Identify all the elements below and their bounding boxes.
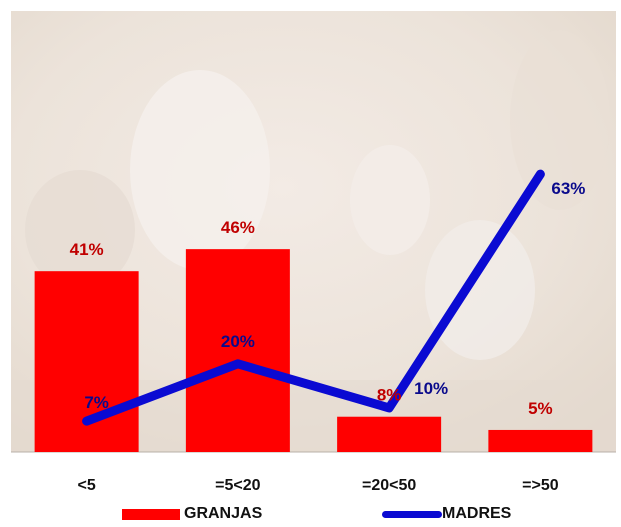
x-tick-label-0: <5 (78, 477, 96, 494)
bar-granjas-2 (337, 416, 442, 452)
bar-data-label-1: 46% (221, 218, 255, 237)
plot-background (11, 11, 616, 452)
line-data-label-3: 63% (551, 179, 585, 198)
x-tick-label-1: =5<20 (215, 477, 260, 494)
line-madres (82, 169, 545, 426)
legend-label-granjas: GRANJAS (184, 505, 263, 522)
legend-swatch-granjas (122, 508, 180, 520)
point-madres-0 (84, 419, 89, 424)
line-data-label-1: 20% (221, 332, 255, 351)
bar-data-label-2: 8% (377, 386, 402, 405)
line-data-label-0: 7% (84, 393, 109, 412)
x-tick-label-2: =20<50 (362, 477, 416, 494)
legend-granjas: GRANJAS (122, 504, 262, 524)
point-madres-3 (538, 172, 543, 177)
bar-granjas-1 (185, 249, 290, 452)
legend-madres: MADRES (382, 504, 511, 524)
bar-data-label-0: 41% (70, 240, 104, 259)
point-madres-2 (387, 405, 392, 410)
legend-swatch-madres (382, 510, 442, 518)
line-data-label-2: 10% (414, 379, 448, 398)
point-madres-1 (235, 361, 240, 366)
legend-label-madres: MADRES (442, 505, 512, 522)
bar-granjas-3 (488, 429, 593, 452)
x-tick-label-3: =>50 (522, 477, 559, 494)
bar-data-label-3: 5% (528, 399, 553, 418)
chart: 41% 46% 8% 5% 7% 20% 10% 63% <5 =5<20 =20<50 =>50 (11, 11, 616, 494)
